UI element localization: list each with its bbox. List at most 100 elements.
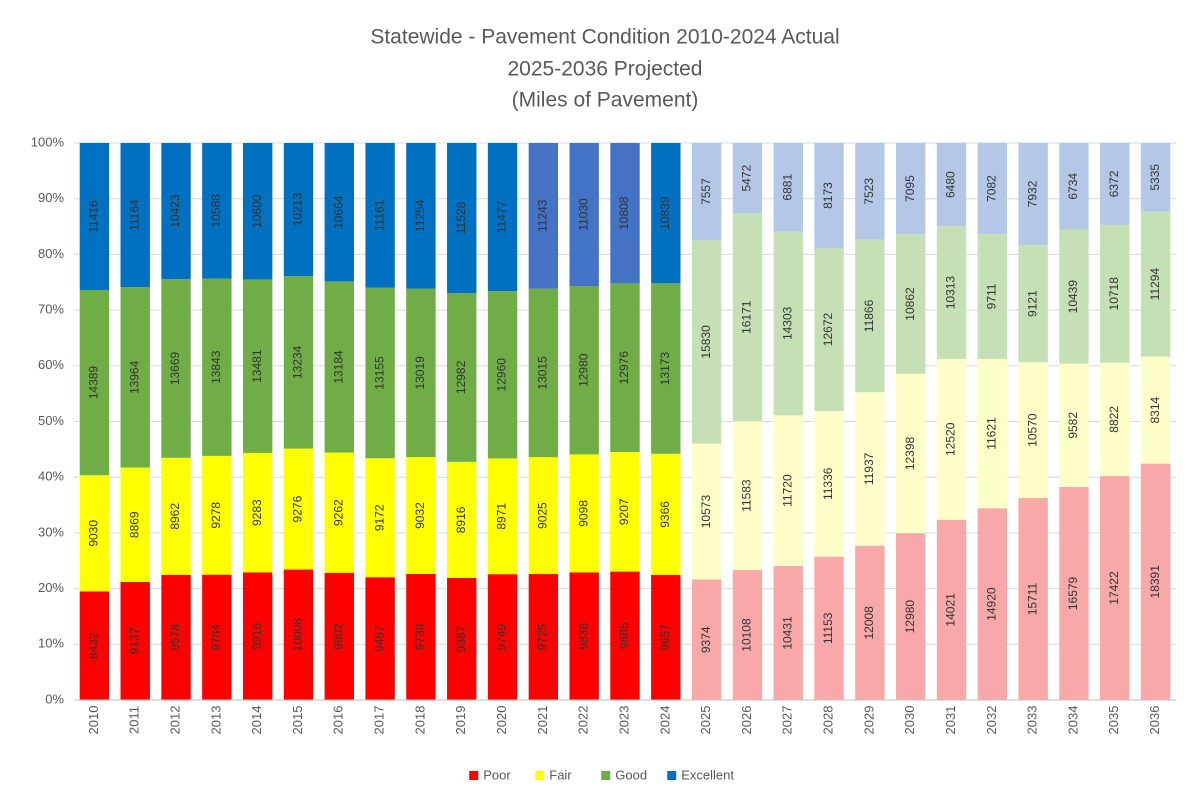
x-tick-label: 2036 (1147, 706, 1162, 735)
x-tick-label: 2017 (372, 706, 387, 735)
bar-segment (1018, 143, 1048, 245)
value-label: 14389 (87, 366, 101, 400)
bar-segment (447, 461, 477, 578)
legend-swatch (667, 771, 677, 780)
bar-segment (814, 410, 844, 557)
value-label: 6881 (780, 174, 794, 201)
value-label: 10008 (291, 618, 305, 652)
bar-segment (242, 279, 273, 453)
x-tick-label: 2032 (984, 706, 999, 735)
value-label: 13964 (127, 360, 141, 394)
bar-segment (732, 421, 763, 571)
value-label: 15711 (1025, 582, 1039, 615)
value-label: 10313 (944, 276, 958, 310)
bar-segment (1018, 244, 1048, 363)
bar-segment (855, 392, 885, 546)
y-tick-label: 90% (38, 190, 64, 205)
value-label: 9030 (87, 520, 101, 547)
value-label: 11336 (821, 467, 835, 500)
bar-segment (773, 231, 803, 416)
value-label: 11294 (1148, 268, 1162, 301)
bar-segment (120, 287, 150, 468)
value-label: 15830 (699, 325, 713, 359)
x-tick-label: 2030 (902, 706, 917, 735)
value-label: 12008 (862, 606, 876, 640)
value-label: 13015 (536, 356, 550, 390)
bar-segment (1059, 229, 1089, 364)
bar-segment (1100, 224, 1130, 363)
legend-label: Excellent (681, 767, 734, 782)
bar-segment (569, 143, 599, 287)
y-tick-label: 80% (38, 246, 64, 261)
bar-segment (773, 415, 803, 566)
bar-segment (691, 579, 722, 700)
value-label: 10423 (168, 194, 182, 228)
x-tick-label: 2013 (208, 706, 223, 735)
bar-segment (79, 143, 110, 290)
bar-segment (896, 533, 926, 700)
legend-label: Fair (549, 767, 572, 782)
value-label: 10573 (699, 495, 713, 529)
value-label: 11866 (862, 299, 876, 332)
value-label: 9098 (576, 500, 590, 527)
bar-segment (610, 571, 640, 700)
bar-segment (447, 577, 477, 700)
x-tick-label: 2021 (535, 706, 550, 735)
bar-segment (202, 278, 232, 456)
value-label: 5472 (740, 164, 754, 191)
bar-segment (651, 453, 681, 576)
bar-segment (896, 234, 926, 374)
y-tick-label: 50% (38, 413, 64, 428)
y-tick-label: 0% (45, 691, 64, 706)
value-label: 9784 (209, 624, 223, 651)
bar-segment (202, 143, 232, 279)
legend-label: Good (615, 767, 647, 782)
value-label: 9121 (1025, 290, 1039, 317)
bar-segment (855, 143, 885, 240)
value-label: 11528 (454, 201, 468, 234)
value-label: 13843 (209, 350, 223, 384)
bar-segment (1100, 476, 1130, 700)
value-label: 10108 (740, 618, 754, 652)
value-label: 12976 (617, 351, 631, 385)
bar-segment (651, 575, 681, 700)
legend-swatch (601, 771, 611, 780)
value-label: 9207 (617, 498, 631, 525)
bar-segment (1100, 143, 1130, 225)
value-label: 8971 (495, 503, 509, 530)
value-label: 8173 (821, 182, 835, 209)
bar-segment (242, 572, 273, 700)
value-label: 9738 (413, 623, 427, 650)
bar-segment (447, 292, 477, 462)
bar-segment (1140, 463, 1171, 700)
bar-segment (161, 143, 191, 280)
bar-segment (569, 454, 599, 573)
bar-segment (79, 475, 110, 592)
value-label: 14920 (985, 587, 999, 621)
value-label: 8432 (87, 632, 101, 659)
bar-segment (814, 556, 844, 700)
bar-segment (528, 288, 559, 458)
value-label: 9467 (372, 625, 386, 652)
x-tick-label: 2026 (739, 706, 754, 735)
bar-segment (936, 226, 967, 359)
value-label: 14021 (944, 593, 958, 627)
bar-segment (161, 279, 191, 458)
value-label: 7932 (1025, 180, 1039, 207)
x-tick-label: 2034 (1065, 706, 1080, 735)
bar-segment (936, 143, 967, 227)
value-label: 9172 (372, 504, 386, 531)
value-label: 5335 (1148, 164, 1162, 191)
value-label: 9916 (250, 623, 264, 650)
value-label: 9885 (617, 622, 631, 649)
chart-title: (Miles of Pavement) (512, 89, 699, 112)
bar-segment (732, 143, 763, 214)
chart-title: Statewide - Pavement Condition 2010-2024… (370, 26, 839, 49)
y-tick-label: 60% (38, 357, 64, 372)
value-label: 13481 (250, 349, 264, 383)
bar-segment (406, 573, 436, 700)
value-label: 11583 (740, 479, 754, 512)
x-tick-label: 2029 (861, 706, 876, 735)
value-label: 9749 (495, 623, 509, 650)
